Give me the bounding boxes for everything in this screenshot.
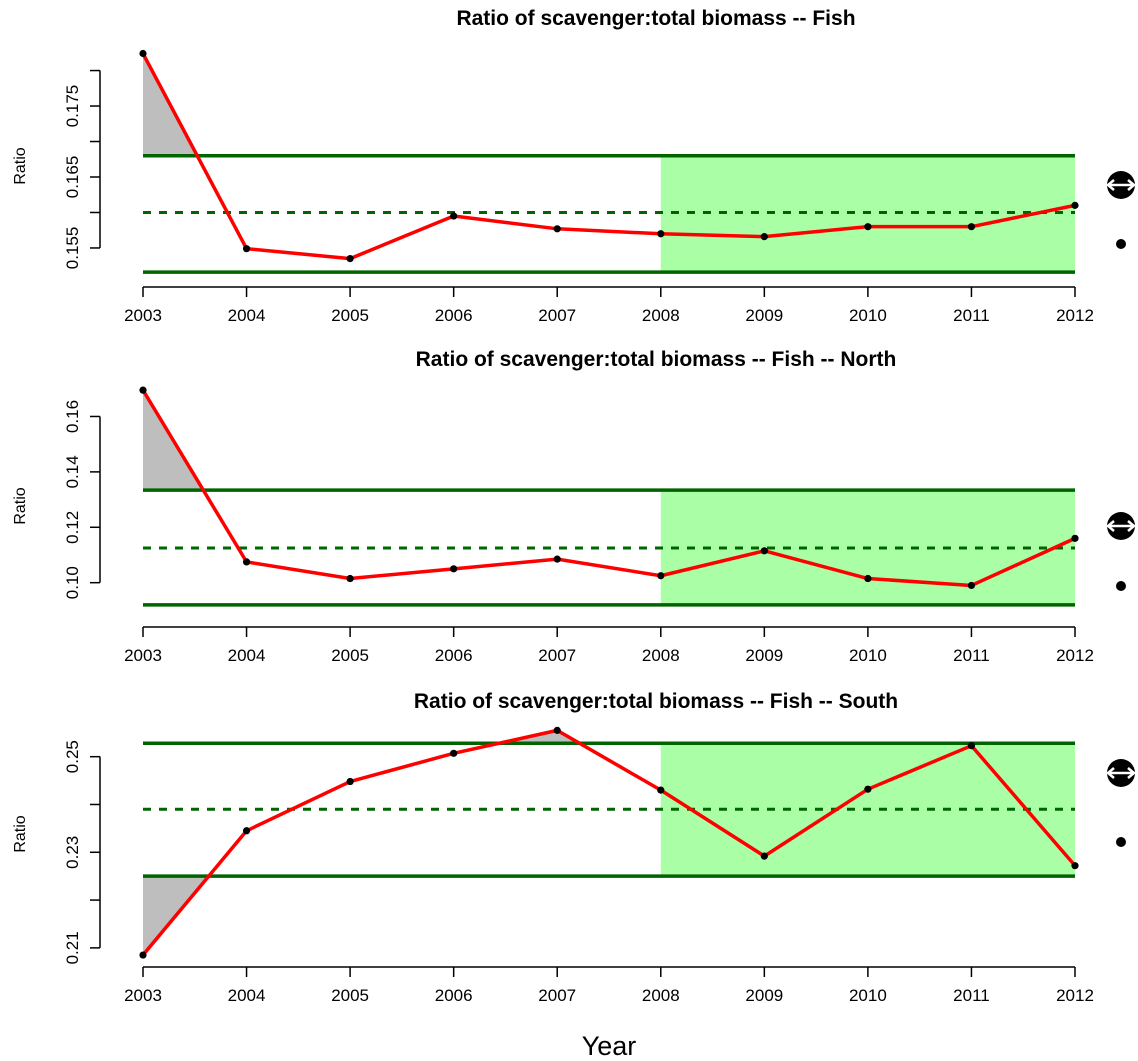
panel-2-x-tick-label-2005: 2005 xyxy=(331,646,369,665)
panel-3-y-tick-label-4: 0.25 xyxy=(63,740,82,773)
panel-2-series-line xyxy=(141,389,1076,588)
panel-1-y-tick-label-2: 0.165 xyxy=(63,156,82,199)
panel-2-point-2004 xyxy=(242,558,251,566)
panel-1-point-2010 xyxy=(864,223,872,231)
panel-1-series-line xyxy=(141,52,1076,261)
panel-2-point-2005 xyxy=(346,574,354,583)
panel-2-plot: 0.10 0.12 0.14 0.16 2003 2004 2005 2006 2007 2008… xyxy=(63,386,1094,665)
panel-3-x-tick-label-2008: 2008 xyxy=(642,986,680,1005)
panel-2-x-tick-label-2003: 2003 xyxy=(124,646,162,665)
panel-2-point-2007 xyxy=(553,555,561,563)
panel-3-point-2006 xyxy=(450,749,458,757)
panel-1-x-tick-label-2005: 2005 xyxy=(331,306,369,325)
panel-3-x-tick-label-2007: 2007 xyxy=(538,986,576,1005)
panel-3-x-tick-label-2012: 2012 xyxy=(1056,986,1094,1005)
panel-2-x-tick-label-2007: 2007 xyxy=(538,646,576,665)
panel-1-x-tick-label-2006: 2006 xyxy=(435,306,473,325)
panel-2-y-tick-label-3: 0.16 xyxy=(63,400,82,433)
panel-2-x-tick-label-2008: 2008 xyxy=(642,646,680,665)
panel-2-y-tick-label-2: 0.14 xyxy=(63,455,82,488)
panel-2-legend-icon xyxy=(1106,512,1136,540)
panel-3-x-tick-label-2010: 2010 xyxy=(849,986,887,1005)
panel-1-point-2004 xyxy=(242,245,251,253)
panel-2-x-tick-label-2006: 2006 xyxy=(435,646,473,665)
panel-2-x-tick-label-2012: 2012 xyxy=(1056,646,1094,665)
panel-3-point-2009 xyxy=(760,852,768,860)
panel-2-point-2003 xyxy=(139,386,147,394)
panel-1-title: Ratio of scavenger:total biomass -- Fish xyxy=(456,7,855,30)
panel-2-point-2011 xyxy=(967,581,976,590)
panel-3-point-2004 xyxy=(242,827,251,835)
panel-2-x-tick-label-2004: 2004 xyxy=(228,646,266,665)
panel-1-point-2011 xyxy=(967,223,976,231)
panel-1-x-tick-label-2010: 2010 xyxy=(849,306,887,325)
panel-1-point-2012 xyxy=(1071,201,1079,209)
panel-1-y-tick-label-4: 0.175 xyxy=(63,85,82,128)
panel-1-x-tick-label-2004: 2004 xyxy=(228,306,266,325)
panel-3-x-tick-label-2003: 2003 xyxy=(124,986,162,1005)
panel-1-legend-dot xyxy=(1116,239,1126,249)
panel-2-point-2010 xyxy=(864,574,872,583)
panel-3-point-2011 xyxy=(967,742,976,750)
panel-1-x-tick-label-2003: 2003 xyxy=(124,306,162,325)
panel-1-x-tick-label-2008: 2008 xyxy=(642,306,680,325)
panel-2-x-tick-label-2010: 2010 xyxy=(849,646,887,665)
panel-2-legend-dot xyxy=(1116,581,1126,591)
panel-1-point-2008 xyxy=(657,230,665,238)
panel-3-point-2012 xyxy=(1071,862,1079,870)
x-axis-label: Year xyxy=(582,1031,637,1061)
panel-1-y-axis-label: Ratio xyxy=(12,147,29,184)
panel-1-point-2005 xyxy=(346,255,354,263)
panel-2-x-tick-label-2009: 2009 xyxy=(745,646,783,665)
panel-3-series-line xyxy=(141,728,1077,957)
panel-3-y-tick-label-0: 0.21 xyxy=(63,931,82,964)
panel-3-point-2007 xyxy=(553,726,561,734)
panel-3-y-tick-label-2: 0.23 xyxy=(63,836,82,869)
panel-1-legend-icon xyxy=(1106,171,1136,199)
panel-3-x-tick-label-2004: 2004 xyxy=(228,986,266,1005)
panel-1-x-tick-label-2011: 2011 xyxy=(953,306,990,325)
panel-3-x-tick-label-2009: 2009 xyxy=(745,986,783,1005)
panel-1-point-2009 xyxy=(760,233,768,241)
panel-3-legend-dot xyxy=(1116,837,1126,847)
panel-3-point-2008 xyxy=(657,786,665,794)
panel-3-x-tick-label-2005: 2005 xyxy=(331,986,369,1005)
panel-1-x-tick-label-2012: 2012 xyxy=(1056,306,1094,325)
panel-3-y-axis-label: Ratio xyxy=(12,815,29,852)
panel-2-y-axis-label: Ratio xyxy=(12,487,29,524)
panel-1-y-tick-label-0: 0.155 xyxy=(63,227,82,270)
panel-1-x-tick-label-2009: 2009 xyxy=(745,306,783,325)
panel-2-point-2012 xyxy=(1071,534,1079,542)
panel-3-legend-icon xyxy=(1106,759,1136,787)
panel-3-point-2010 xyxy=(864,785,872,793)
panel-2-title: Ratio of scavenger:total biomass -- Fish… xyxy=(416,348,897,371)
panel-1-x-tick-label-2007: 2007 xyxy=(538,306,576,325)
panel-1-point-2006 xyxy=(450,212,458,220)
panel-2-x-tick-label-2011: 2011 xyxy=(953,646,990,665)
panel-3-point-2003 xyxy=(139,951,147,959)
panel-3-title: Ratio of scavenger:total biomass -- Fish… xyxy=(414,690,898,713)
panel-1: Ratio of scavenger:total biomass -- Fish… xyxy=(12,7,1136,325)
panel-2: Ratio of scavenger:total biomass -- Fish… xyxy=(12,348,1136,665)
panel-3-plot: 0.21 0.23 0.25 2003 2004 2005 2006 2007 2008 2009… xyxy=(63,726,1094,1005)
panel-3-x-tick-label-2011: 2011 xyxy=(953,986,990,1005)
panel-1-point-2007 xyxy=(553,225,561,233)
panel-3: Ratio of scavenger:total biomass -- Fish… xyxy=(12,690,1136,1005)
panel-2-point-2009 xyxy=(760,547,768,555)
panel-2-y-tick-label-0: 0.10 xyxy=(63,566,82,599)
panel-3-point-2005 xyxy=(346,777,354,786)
panel-2-point-2008 xyxy=(657,572,665,580)
panel-2-y-tick-label-1: 0.12 xyxy=(63,511,82,544)
panel-2-point-2006 xyxy=(450,565,458,573)
panel-1-point-2003 xyxy=(139,49,147,58)
panel-3-x-tick-label-2006: 2006 xyxy=(435,986,473,1005)
panel-1-plot: 0.155 0.165 0.175 2003 2004 2005 2006 2007 2008 2… xyxy=(63,49,1094,325)
